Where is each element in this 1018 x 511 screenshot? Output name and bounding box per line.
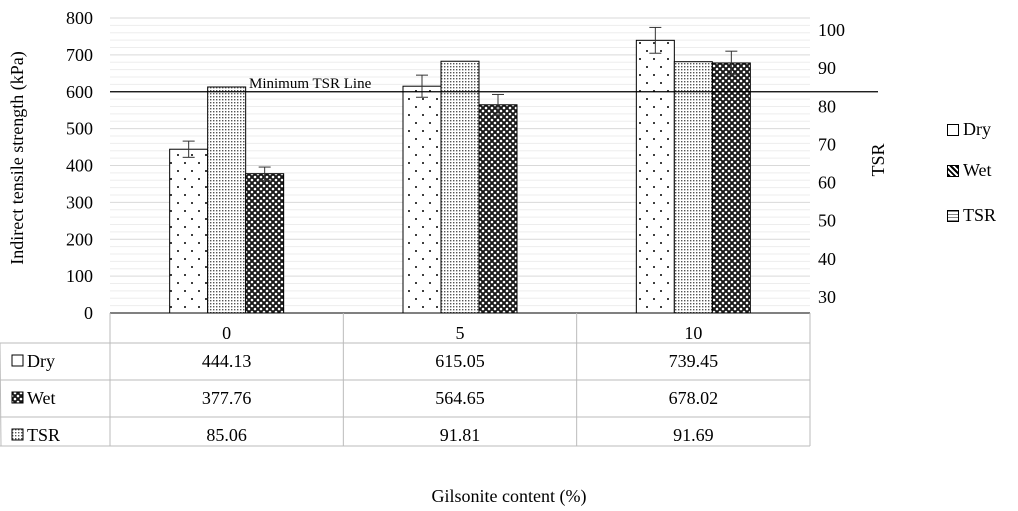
data-table: 0 5 10 Dry 444.13 615.05 739.45 Wet 377.76 564.65… <box>0 313 811 447</box>
table-cell: 91.69 <box>673 425 714 445</box>
x-axis-label: Gilsonite content (%) <box>431 486 587 506</box>
y-tick-label: 500 <box>66 119 93 139</box>
bar-dry <box>635 39 675 314</box>
bar-tsr <box>673 61 713 314</box>
table-row-label: TSR <box>27 425 60 445</box>
minimum-tsr-label: Minimum TSR Line <box>249 76 372 92</box>
table-row-label: Wet <box>27 388 56 408</box>
table-cell: 564.65 <box>435 388 485 408</box>
table-row-swatch <box>11 391 24 404</box>
bar-tsr <box>207 86 247 314</box>
y-tick-label: 400 <box>66 156 93 176</box>
y2-tick-label: 100 <box>818 20 845 40</box>
y2-tick-label: 80 <box>818 96 836 116</box>
table-row-swatch <box>11 354 24 367</box>
y-tick-label: 700 <box>66 45 93 65</box>
table-cell: 678.02 <box>669 388 719 408</box>
y-axis-label: Indirect tensile strength (kPa) <box>7 51 28 264</box>
table-cell: 377.76 <box>202 388 252 408</box>
legend-item-wet: Wet <box>947 160 992 181</box>
y2-tick-label: 90 <box>818 58 836 78</box>
table-cell: 85.06 <box>206 425 247 445</box>
legend-item-tsr: TSR <box>947 205 996 226</box>
y-tick-label: 0 <box>84 303 93 323</box>
bar-wet <box>478 104 518 314</box>
y2-tick-label: 60 <box>818 173 836 193</box>
bar-wet <box>245 173 285 314</box>
axes: 0 100 200 300 400 500 600 700 800 30 40 50 60 70 80 90 1… <box>66 8 845 323</box>
y2-axis-label: TSR <box>868 143 888 176</box>
bar-dry <box>402 85 442 314</box>
legend-label-wet: Wet <box>963 160 992 180</box>
table-row-swatch <box>11 428 24 441</box>
y-tick-label: 800 <box>66 8 93 28</box>
legend-label-dry: Dry <box>963 119 991 139</box>
bars: Minimum TSR Line <box>110 26 878 314</box>
table-cell: 91.81 <box>440 425 481 445</box>
table-header-cell: 5 <box>456 323 465 343</box>
table-border <box>0 342 2 447</box>
bar-tsr <box>440 60 480 314</box>
legend-item-dry: Dry <box>947 119 991 140</box>
table-header-cell: 0 <box>222 323 231 343</box>
table-cell: 615.05 <box>435 351 485 371</box>
y-tick-label: 100 <box>66 266 93 286</box>
legend-label-tsr: TSR <box>963 205 997 225</box>
y-tick-label: 600 <box>66 82 93 102</box>
legend-swatch-wet <box>947 164 959 177</box>
table-row-label: Dry <box>27 351 55 371</box>
y2-tick-label: 50 <box>818 211 836 231</box>
legend-swatch-dry <box>947 123 959 136</box>
legend-swatch-tsr <box>947 209 959 222</box>
y-tick-label: 300 <box>66 192 93 212</box>
table-header-cell: 10 <box>684 323 702 343</box>
table-cell: 444.13 <box>202 351 252 371</box>
bar-wet <box>711 62 751 314</box>
y2-tick-label: 70 <box>818 134 836 154</box>
y2-tick-label: 30 <box>818 287 836 307</box>
y2-tick-label: 40 <box>818 249 836 269</box>
y-tick-label: 200 <box>66 229 93 249</box>
table-cell: 739.45 <box>669 351 719 371</box>
bar-dry <box>169 148 209 314</box>
